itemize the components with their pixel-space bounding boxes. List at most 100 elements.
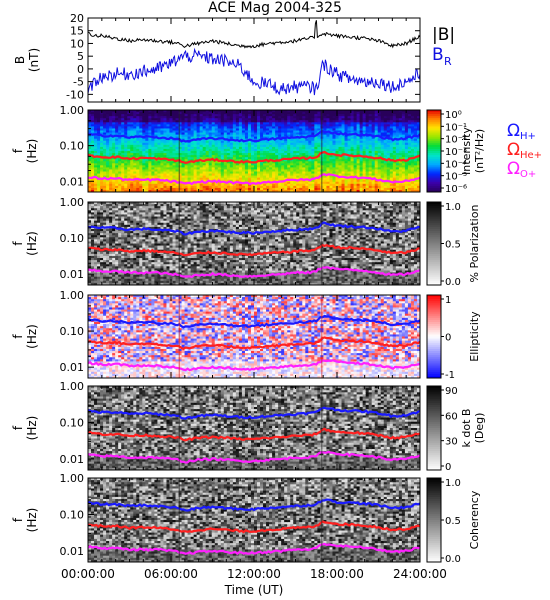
spectrogram-cell: [220, 114, 225, 117]
spectrogram-cell: [389, 126, 394, 129]
spectrogram-cell: [166, 122, 170, 125]
spectrogram-cell: [178, 128, 183, 131]
spectrogram-cell: [272, 144, 276, 148]
spectrogram-cell: [257, 128, 261, 131]
spectrogram-cell: [371, 179, 376, 183]
spectrogram-cell: [413, 175, 418, 179]
spectrogram-cell: [175, 122, 180, 125]
spectrogram-cell: [266, 171, 270, 175]
spectrogram-cell: [353, 181, 358, 185]
spectrogram-cell: [332, 116, 336, 119]
spectrogram-cell: [401, 128, 406, 131]
spectrogram-cell: [395, 161, 400, 164]
spectrogram-cell: [154, 153, 158, 156]
spectrogram-cell: [410, 185, 415, 189]
spectrogram-cell: [317, 173, 321, 177]
spectrogram-cell: [260, 142, 264, 146]
spectrogram-cell: [226, 169, 231, 172]
spectrogram-cell: [257, 169, 261, 172]
spectrogram-cell: [380, 153, 385, 156]
spectrogram-cell: [353, 163, 358, 166]
spectrogram-cell: [407, 185, 412, 189]
spectrogram-cell: [121, 130, 125, 134]
spectrogram-cell: [160, 138, 164, 142]
spectrogram-cell: [115, 222, 119, 226]
spectrogram-cell: [151, 140, 155, 144]
spectrogram-cell: [350, 144, 355, 148]
spectrogram-cell: [217, 110, 222, 113]
spectrogram-cell: [214, 169, 219, 172]
spectrogram-cell: [374, 116, 379, 119]
spectrogram-cell: [401, 153, 406, 156]
spectrogram-cell: [130, 255, 134, 259]
spectrogram-cell: [305, 118, 309, 121]
spectrogram-cell: [314, 126, 318, 129]
spectrogram-cell: [350, 153, 355, 156]
spectrogram-cell: [169, 130, 174, 134]
spectrogram-cell: [232, 179, 237, 183]
spectrogram-cell: [395, 110, 400, 113]
spectrogram-cell: [416, 161, 420, 164]
spectrogram-cell: [383, 189, 388, 192]
spectrogram-cell: [163, 142, 167, 146]
spectrogram-cell: [121, 233, 125, 236]
spectrogram-cell: [383, 171, 388, 175]
spectrogram-cell: [190, 126, 195, 129]
spectrogram-cell: [139, 122, 143, 125]
spectrogram-cell: [392, 140, 397, 144]
spectrogram-cell: [329, 165, 333, 168]
spectrogram-cell: [181, 118, 186, 121]
spectrogram-cell: [260, 165, 264, 168]
spectrogram-cell: [266, 153, 270, 156]
spectrogram-cell: [311, 128, 315, 131]
spectrogram-cell: [160, 140, 164, 144]
spectrogram-cell: [145, 181, 149, 185]
spectrogram-cell: [94, 181, 98, 185]
spectrogram-cell: [94, 224, 98, 228]
spectrogram-cell: [97, 116, 101, 119]
spectrogram-cell: [368, 118, 373, 121]
spectrogram-cell: [226, 126, 231, 129]
spectrogram-cell: [214, 112, 219, 115]
spectrogram-cell: [311, 161, 315, 164]
spectrogram-cell: [266, 144, 270, 148]
spectrogram-cell: [175, 169, 180, 172]
spectrogram-cell: [220, 181, 225, 185]
spectrogram-cell: [193, 144, 198, 148]
spectrogram-cell: [371, 138, 376, 142]
spectrogram-cell: [172, 118, 177, 121]
spectrogram-cell: [169, 175, 174, 179]
spectrogram-cell: [97, 222, 101, 226]
spectrogram-cell: [106, 146, 110, 150]
spectrogram-cell: [124, 161, 128, 164]
spectrogram-cell: [91, 253, 95, 257]
spectrogram-cell: [91, 241, 95, 245]
spectrogram-cell: [332, 112, 336, 115]
spectrogram-cell: [163, 185, 167, 189]
spectrogram-cell: [124, 262, 128, 265]
spectrogram-cell: [257, 116, 261, 119]
spectrogram-cell: [103, 218, 107, 222]
spectrogram-cell: [302, 118, 306, 121]
spectrogram-cell: [347, 173, 352, 177]
spectrogram-cell: [254, 151, 258, 154]
spectrogram-cell: [389, 112, 394, 115]
spectrogram-cell: [275, 132, 279, 136]
spectrogram-cell: [115, 159, 119, 162]
spectrogram-cell: [250, 112, 255, 115]
spectrogram-cell: [284, 138, 288, 142]
spectrogram-cell: [136, 112, 140, 115]
spectrogram-cell: [226, 173, 231, 177]
spectrogram-cell: [257, 155, 261, 158]
spectrogram-cell: [395, 167, 400, 170]
spectrogram-cell: [121, 241, 125, 245]
spectrogram-cell: [151, 189, 155, 192]
spectrogram-cell: [281, 173, 285, 177]
spectrogram-cell: [91, 266, 95, 269]
spectrogram-cell: [299, 110, 303, 113]
spectrogram-cell: [347, 124, 352, 127]
spectrogram-cell: [338, 187, 343, 191]
spectrogram-cell: [281, 185, 285, 189]
spectrogram-cell: [389, 130, 394, 134]
spectrogram-cell: [214, 136, 219, 140]
